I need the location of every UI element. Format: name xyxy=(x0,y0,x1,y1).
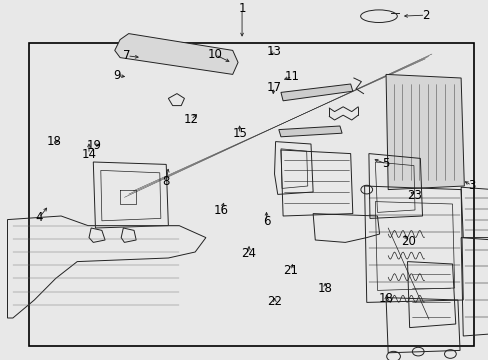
Text: 9: 9 xyxy=(113,69,121,82)
Text: 14: 14 xyxy=(81,148,96,161)
Text: 3: 3 xyxy=(467,179,475,192)
Text: 18: 18 xyxy=(317,282,332,294)
Bar xyxy=(29,43,473,346)
Polygon shape xyxy=(281,84,352,101)
Text: 6: 6 xyxy=(262,215,270,228)
Text: 1: 1 xyxy=(238,3,245,15)
Polygon shape xyxy=(278,126,342,137)
Text: 8: 8 xyxy=(162,175,170,188)
Text: 11: 11 xyxy=(285,70,299,83)
Text: 21: 21 xyxy=(283,264,298,277)
Text: 23: 23 xyxy=(407,189,421,202)
Text: 19: 19 xyxy=(86,139,101,152)
Text: 2: 2 xyxy=(421,9,428,22)
Text: 16: 16 xyxy=(213,204,228,217)
Text: 22: 22 xyxy=(267,295,282,308)
Polygon shape xyxy=(385,75,464,190)
Text: 7: 7 xyxy=(123,49,131,62)
Polygon shape xyxy=(115,33,238,75)
Text: 18: 18 xyxy=(46,135,61,148)
Text: 15: 15 xyxy=(232,127,246,140)
Text: 10: 10 xyxy=(207,48,222,61)
Text: 13: 13 xyxy=(266,45,281,58)
Text: 18: 18 xyxy=(378,292,393,305)
Text: 17: 17 xyxy=(266,81,281,94)
Text: 5: 5 xyxy=(382,157,389,170)
Text: 4: 4 xyxy=(35,211,43,224)
Text: 24: 24 xyxy=(241,247,255,260)
Text: 20: 20 xyxy=(400,235,415,248)
Text: 12: 12 xyxy=(183,113,198,126)
